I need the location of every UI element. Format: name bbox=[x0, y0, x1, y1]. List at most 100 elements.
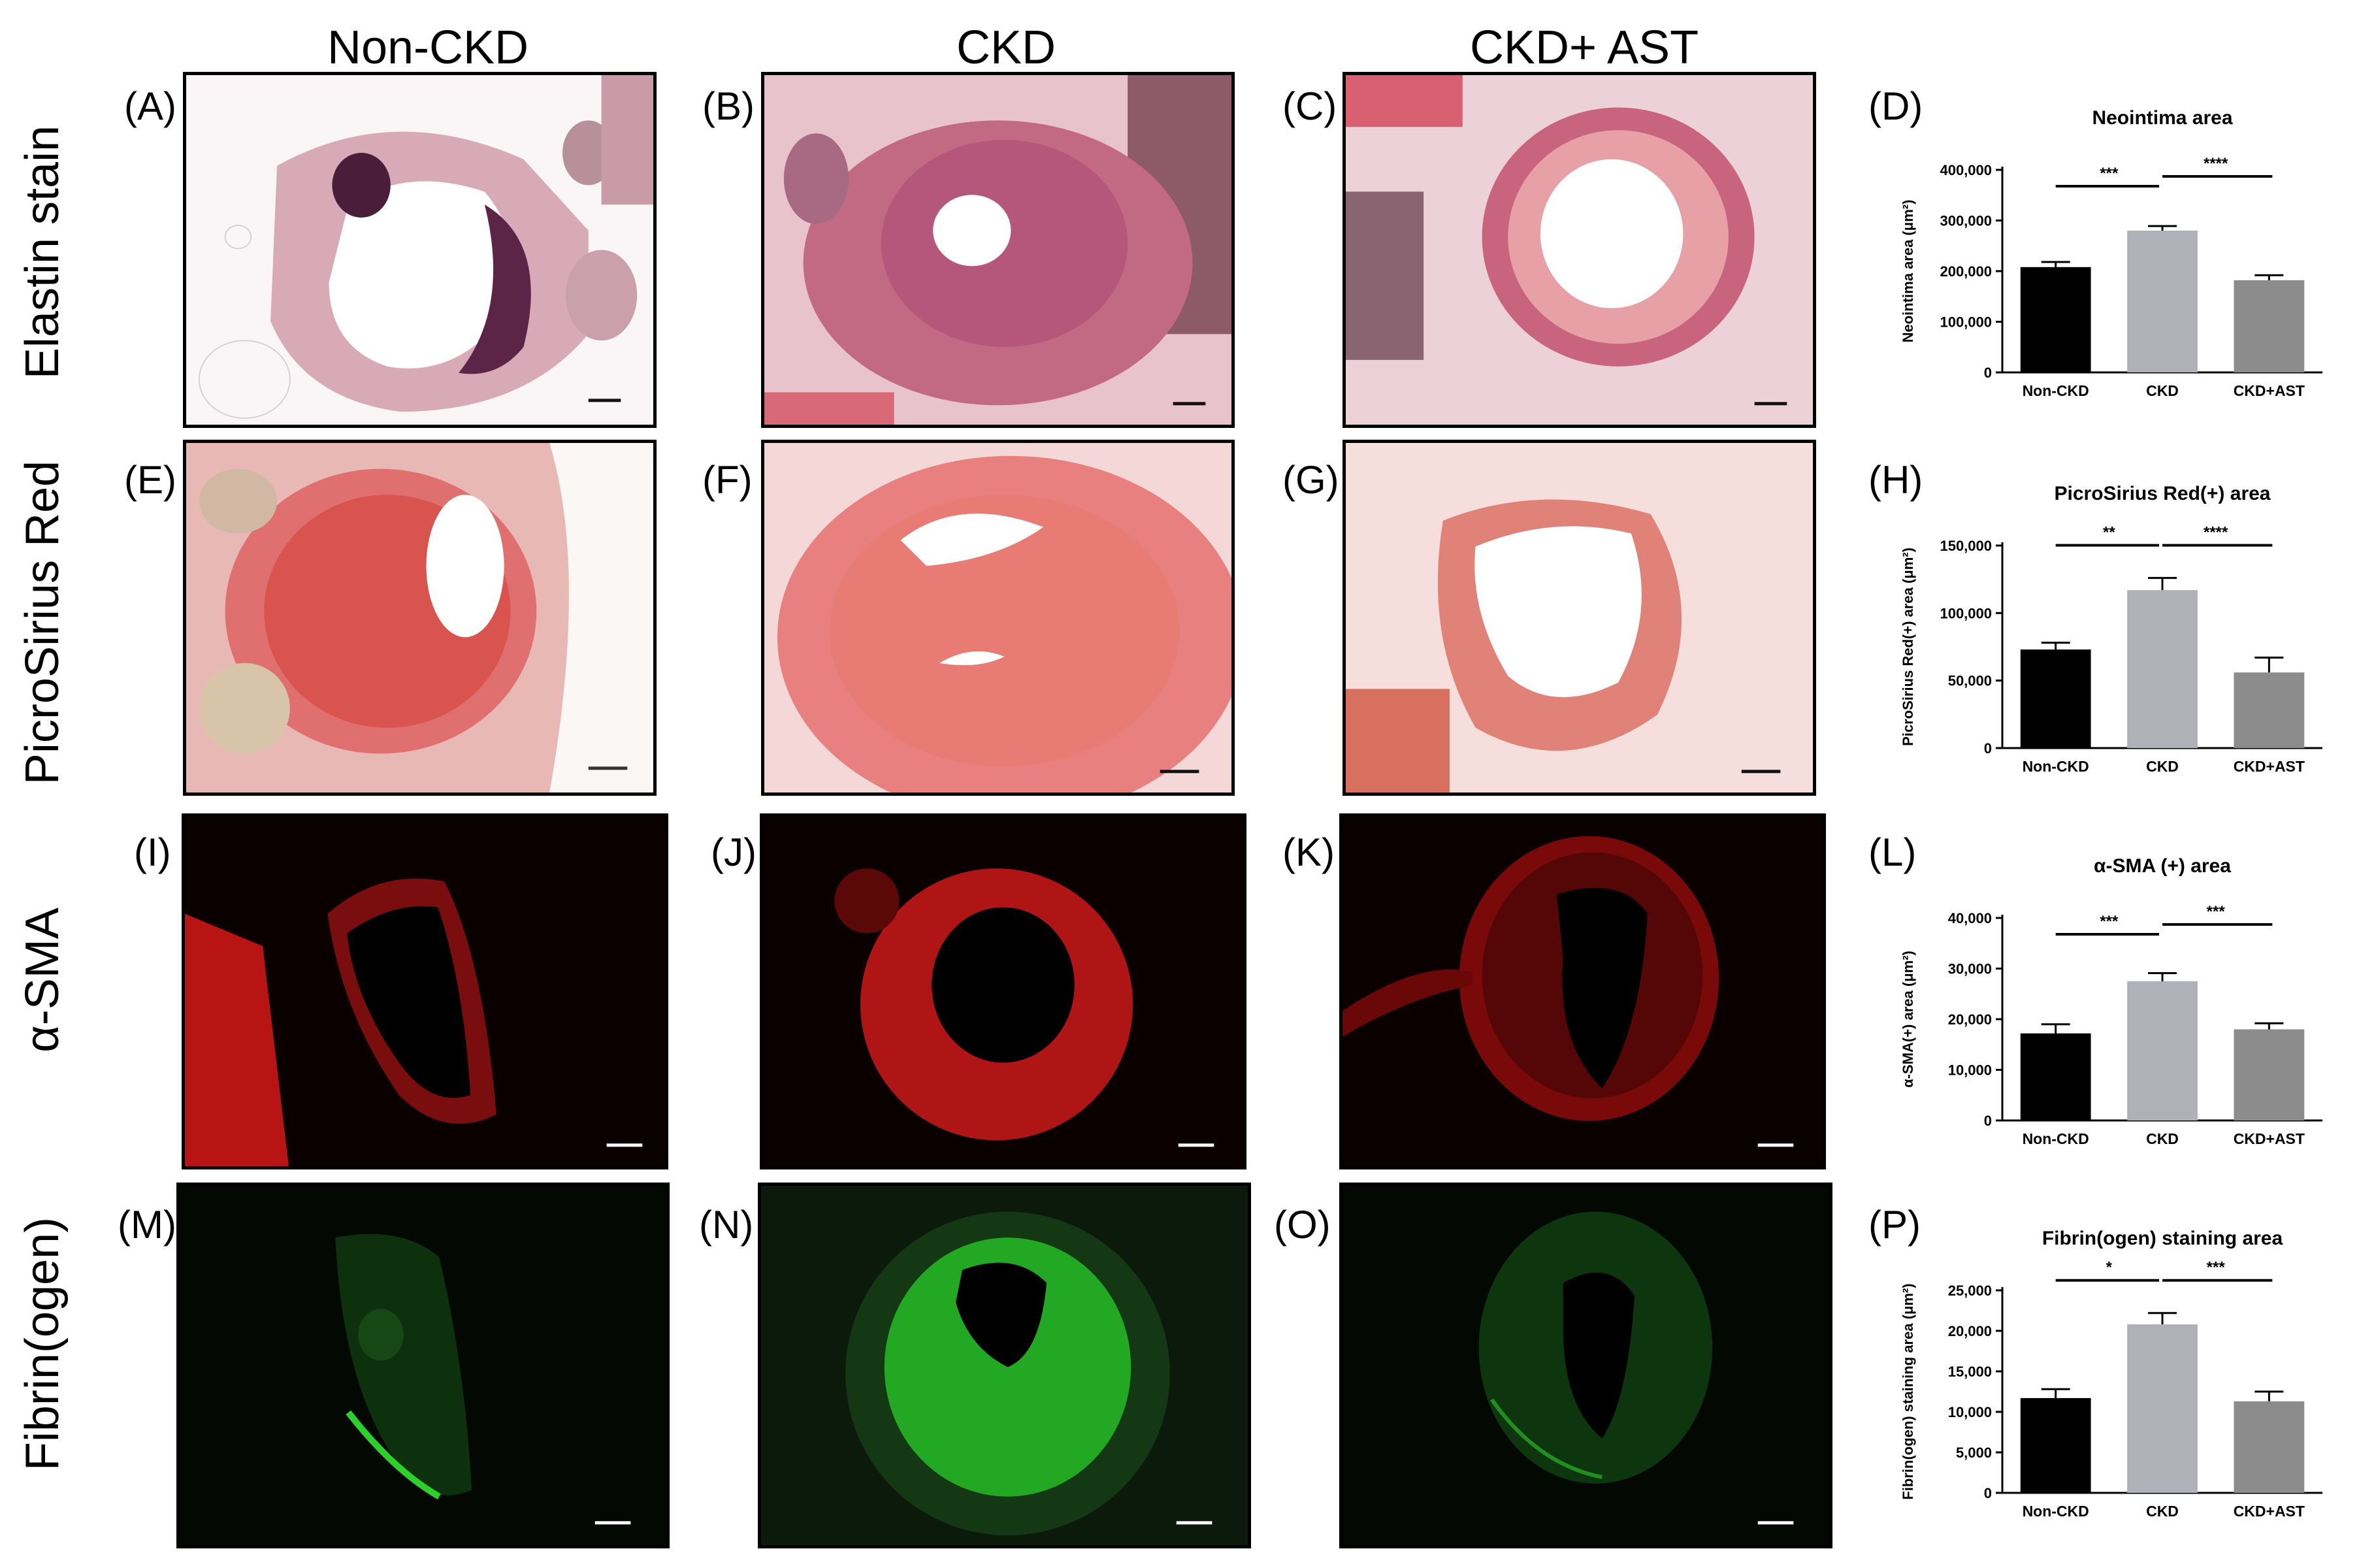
elastin-ckd-image bbox=[761, 72, 1235, 428]
asma-ckd-ast-image bbox=[1339, 813, 1826, 1169]
y-tick-label: 20,000 bbox=[1948, 1011, 1992, 1028]
bar bbox=[2020, 1033, 2091, 1120]
chart-title: PicroSirius Red(+) area bbox=[2055, 483, 2271, 504]
y-tick-label: 10,000 bbox=[1948, 1062, 1992, 1079]
significance-label: *** bbox=[2207, 1259, 2226, 1277]
significance-label: **** bbox=[2204, 155, 2228, 172]
significance-label: *** bbox=[2100, 913, 2119, 930]
chart-asma-area: α-SMA (+) area α-SMA(+) area (μm²) 0 10,000… bbox=[1888, 846, 2345, 1186]
panel-label-c: (C) bbox=[1282, 84, 1337, 128]
y-tick-label: 50,000 bbox=[1948, 673, 1992, 689]
y-tick-label: 200,000 bbox=[1940, 263, 1992, 280]
elastin-ckd-ast-image bbox=[1343, 72, 1816, 428]
column-header-ckd: CKD bbox=[956, 22, 1056, 74]
y-tick-label: 400,000 bbox=[1940, 162, 1992, 178]
y-tick-label: 300,000 bbox=[1940, 213, 1992, 229]
chart-svg: Fibrin(ogen) staining area Fibrin(ogen) s… bbox=[1900, 1228, 2322, 1520]
chart-svg: Neointima area Neointima area (μm²) 0 100,0… bbox=[1900, 107, 2322, 399]
significance-label: ** bbox=[2103, 524, 2115, 542]
panel-label-e: (E) bbox=[124, 458, 176, 502]
chart-svg: PicroSirius Red(+) area PicroSirius Red(+… bbox=[1900, 483, 2322, 775]
bar bbox=[2234, 672, 2305, 748]
panel-label-f: (F) bbox=[702, 458, 753, 502]
picrosirius-ckd-ast-image bbox=[1343, 440, 1816, 796]
chart-title: α-SMA (+) area bbox=[2094, 855, 2231, 877]
chart-neointima-area: Neointima area Neointima area (μm²) 0 100,0… bbox=[1888, 98, 2345, 438]
x-tick-label: CKD bbox=[2146, 1503, 2179, 1520]
column-header-non-ckd: Non-CKD bbox=[327, 22, 529, 74]
panel-label-a: (A) bbox=[124, 84, 176, 128]
fibrinogen-ckd-image bbox=[758, 1183, 1251, 1548]
significance-label: *** bbox=[2100, 165, 2119, 182]
significance-label: * bbox=[2106, 1259, 2113, 1277]
asma-non-ckd-image bbox=[182, 813, 668, 1169]
y-axis-label: Fibrin(ogen) staining area (μm²) bbox=[1900, 1283, 1916, 1499]
panel-label-l: (L) bbox=[1868, 830, 1917, 874]
y-tick-label: 100,000 bbox=[1940, 605, 1992, 621]
bar bbox=[2127, 590, 2198, 748]
row-header-elastin: Elastin stain bbox=[16, 125, 69, 380]
row-header-asma: α-SMA bbox=[16, 907, 69, 1053]
panel-label-h: (H) bbox=[1868, 458, 1923, 502]
panel-label-p: (P) bbox=[1868, 1203, 1921, 1247]
x-tick-label: CKD bbox=[2146, 382, 2179, 399]
y-tick-label: 15,000 bbox=[1948, 1364, 1992, 1380]
x-tick-label: Non-CKD bbox=[2023, 382, 2089, 399]
fibrinogen-non-ckd-image bbox=[176, 1183, 670, 1548]
bar bbox=[2234, 280, 2305, 372]
panel-label-g: (G) bbox=[1282, 458, 1339, 502]
chart-title: Fibrin(ogen) staining area bbox=[2042, 1228, 2283, 1249]
y-tick-label: 5,000 bbox=[1956, 1445, 1992, 1461]
significance-label: *** bbox=[2207, 903, 2226, 921]
panel-label-o: (O) bbox=[1274, 1203, 1331, 1247]
y-tick-label: 0 bbox=[1984, 740, 1992, 757]
row-header-fibrinogen: Fibrin(ogen) bbox=[16, 1217, 69, 1471]
bar bbox=[2234, 1401, 2305, 1493]
panel-label-k: (K) bbox=[1282, 830, 1335, 874]
y-tick-label: 100,000 bbox=[1940, 314, 1992, 331]
y-axis-label: α-SMA(+) area (μm²) bbox=[1900, 951, 1916, 1088]
x-tick-label: CKD bbox=[2146, 758, 2179, 775]
y-tick-label: 20,000 bbox=[1948, 1323, 1992, 1339]
x-tick-label: Non-CKD bbox=[2023, 758, 2089, 775]
y-tick-label: 40,000 bbox=[1948, 910, 1992, 926]
y-axis-label: PicroSirius Red(+) area (μm²) bbox=[1900, 547, 1916, 746]
x-tick-label: CKD+AST bbox=[2234, 1503, 2305, 1520]
panel-label-j: (J) bbox=[711, 830, 757, 874]
row-header-picrosirius: PicroSirius Red bbox=[16, 460, 69, 785]
x-tick-label: CKD+AST bbox=[2234, 382, 2305, 399]
y-axis-label: Neointima area (μm²) bbox=[1900, 200, 1916, 343]
y-tick-label: 150,000 bbox=[1940, 538, 1992, 554]
y-tick-label: 30,000 bbox=[1948, 961, 1992, 977]
x-tick-label: Non-CKD bbox=[2023, 1130, 2089, 1147]
x-tick-label: CKD+AST bbox=[2234, 758, 2305, 775]
bar bbox=[2020, 1397, 2091, 1493]
picrosirius-non-ckd-image bbox=[183, 440, 657, 796]
x-tick-label: CKD bbox=[2146, 1130, 2179, 1147]
column-header-ckd-ast: CKD+ AST bbox=[1469, 22, 1699, 74]
chart-svg: α-SMA (+) area α-SMA(+) area (μm²) 0 10,000… bbox=[1900, 855, 2322, 1147]
bar bbox=[2234, 1029, 2305, 1120]
x-tick-label: Non-CKD bbox=[2023, 1503, 2089, 1520]
bar bbox=[2127, 1324, 2198, 1493]
bar bbox=[2020, 267, 2091, 372]
panel-label-i: (I) bbox=[134, 830, 171, 874]
x-tick-label: CKD+AST bbox=[2234, 1130, 2305, 1147]
y-tick-label: 25,000 bbox=[1948, 1282, 1992, 1299]
panel-label-d: (D) bbox=[1868, 84, 1923, 128]
y-tick-label: 10,000 bbox=[1948, 1404, 1992, 1420]
y-tick-label: 0 bbox=[1984, 1485, 1992, 1501]
chart-fibrinogen-area: Fibrin(ogen) staining area Fibrin(ogen) s… bbox=[1888, 1218, 2345, 1558]
chart-title: Neointima area bbox=[2092, 107, 2232, 129]
bar bbox=[2127, 231, 2198, 372]
bar bbox=[2020, 649, 2091, 748]
panel-label-b: (B) bbox=[702, 84, 755, 128]
y-tick-label: 0 bbox=[1984, 365, 1992, 381]
elastin-non-ckd-image bbox=[183, 72, 657, 428]
panel-label-n: (N) bbox=[699, 1203, 754, 1247]
panel-label-m: (M) bbox=[118, 1203, 176, 1247]
significance-label: **** bbox=[2204, 524, 2228, 542]
asma-ckd-image bbox=[760, 813, 1246, 1169]
chart-picrosirius-area: PicroSirius Red(+) area PicroSirius Red(+… bbox=[1888, 474, 2345, 813]
bar bbox=[2127, 981, 2198, 1120]
